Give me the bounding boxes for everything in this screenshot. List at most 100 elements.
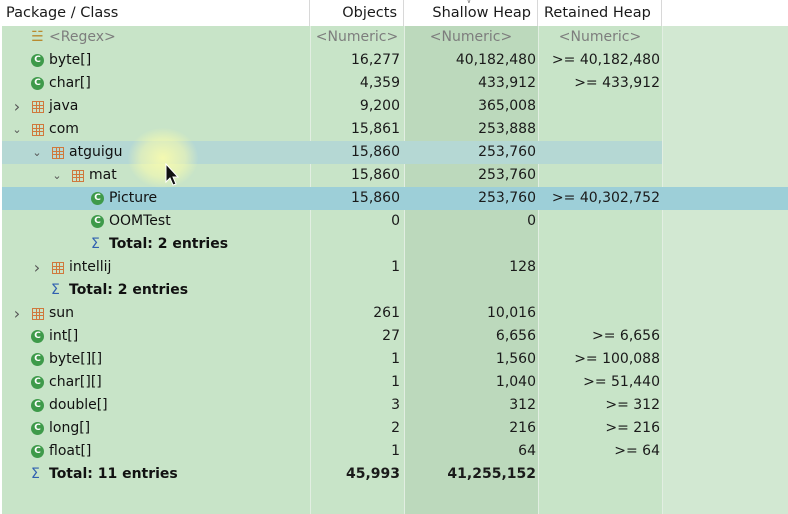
- table-row[interactable]: int[] 27 6,656 >= 6,656: [2, 325, 662, 348]
- regex-filter-icon: ☱: [31, 29, 44, 45]
- table-row[interactable]: float[] 1 64 >= 64: [2, 440, 662, 463]
- table-row[interactable]: Σ Total: 2 entries: [2, 233, 662, 256]
- retained-heap-value: >= 6,656: [592, 328, 660, 344]
- cursor-highlight: [128, 128, 198, 188]
- shallow-heap-value: [404, 233, 536, 256]
- row-name: mat: [89, 167, 117, 183]
- column-divider: [404, 26, 405, 514]
- class-icon: [31, 399, 44, 412]
- retained-heap-value: >= 216: [605, 420, 660, 436]
- table-row[interactable]: byte[][] 1 1,560 >= 100,088: [2, 348, 662, 371]
- row-name: byte[][]: [49, 351, 103, 367]
- table-row[interactable]: ⌄ atguigu 15,860 253,760: [2, 141, 662, 164]
- regex-filter-input[interactable]: <Regex>: [49, 29, 116, 45]
- shallow-heap-value: 253,888: [478, 121, 536, 137]
- row-name: atguigu: [69, 144, 123, 160]
- sum-icon: Σ: [31, 466, 40, 482]
- retained-heap-value: [538, 118, 660, 141]
- table-row[interactable]: › sun 261 10,016: [2, 302, 662, 325]
- collapse-arrow-icon[interactable]: ›: [13, 304, 21, 323]
- total-label: Total: 11 entries: [49, 466, 178, 482]
- table-row[interactable]: ☱ <Regex> <Numeric> <Numeric> <Numeric>: [2, 26, 662, 49]
- column-header-objects-label: Objects: [342, 5, 397, 21]
- table-row[interactable]: Σ Total: 2 entries: [2, 279, 662, 302]
- shallow-heap-value: 0: [527, 213, 536, 229]
- retained-heap-value: >= 433,912: [574, 75, 660, 91]
- table-row[interactable]: ⌄ com 15,861 253,888: [2, 118, 662, 141]
- class-icon: [31, 445, 44, 458]
- class-icon: [31, 422, 44, 435]
- class-icon: [91, 215, 104, 228]
- shallow-heap-value: 10,016: [487, 305, 536, 321]
- retained-heap-value: [538, 279, 660, 302]
- objects-value: 9,200: [359, 98, 400, 114]
- table-row[interactable]: char[][] 1 1,040 >= 51,440: [2, 371, 662, 394]
- retained-heap-value: >= 312: [605, 397, 660, 413]
- row-name: sun: [49, 305, 75, 321]
- objects-value: 0: [391, 213, 400, 229]
- collapse-arrow-icon[interactable]: ›: [33, 258, 41, 277]
- row-name: double[]: [49, 397, 108, 413]
- table-row[interactable]: long[] 2 216 >= 216: [2, 417, 662, 440]
- retained-heap-value: [538, 302, 660, 325]
- column-header-shallow-label: Shallow Heap: [432, 5, 531, 21]
- table-row[interactable]: Picture 15,860 253,760 >= 40,302,752: [2, 187, 788, 210]
- column-header-retained-heap[interactable]: Retained Heap: [538, 0, 662, 26]
- row-name: OOMTest: [109, 213, 171, 229]
- table-row[interactable]: double[] 3 312 >= 312: [2, 394, 662, 417]
- row-name: byte[]: [49, 52, 92, 68]
- package-icon: [51, 146, 64, 159]
- class-icon: [31, 54, 44, 67]
- shallow-heap-value: 433,912: [478, 75, 536, 91]
- column-header-retained-label: Retained Heap: [544, 5, 651, 21]
- column-header-shallow-heap[interactable]: Shallow Heap: [404, 0, 538, 26]
- retained-heap-value: [538, 463, 660, 486]
- shallow-heap-value: 216: [509, 420, 536, 436]
- class-icon: [31, 330, 44, 343]
- retained-heap-value: [538, 210, 660, 233]
- retained-heap-value: >= 100,088: [574, 351, 660, 367]
- shallow-heap-value: 1,040: [495, 374, 536, 390]
- objects-value: 4,359: [359, 75, 400, 91]
- sort-indicator-icon: ∨: [466, 0, 472, 5]
- objects-value: 1: [391, 374, 400, 390]
- table-row[interactable]: › java 9,200 365,008: [2, 95, 662, 118]
- class-icon: [31, 376, 44, 389]
- package-icon: [71, 169, 84, 182]
- shallow-heap-value: 253,760: [478, 144, 536, 160]
- table-row[interactable]: OOMTest 0 0: [2, 210, 662, 233]
- objects-filter[interactable]: <Numeric>: [315, 29, 399, 45]
- table-row[interactable]: byte[] 16,277 40,182,480 >= 40,182,480: [2, 49, 662, 72]
- retained-heap-value: >= 40,182,480: [551, 52, 660, 68]
- objects-value: 15,860: [351, 167, 400, 183]
- objects-value: 1: [391, 259, 400, 275]
- shallow-heap-value: 40,182,480: [455, 52, 536, 68]
- retained-heap-value: [538, 233, 660, 256]
- shallow-heap-value: 312: [509, 397, 536, 413]
- objects-value: 1: [391, 443, 400, 459]
- expand-arrow-icon[interactable]: ⌄: [32, 146, 42, 159]
- row-name: char[][]: [49, 374, 102, 390]
- retained-heap-value: [538, 164, 660, 187]
- table-row[interactable]: char[] 4,359 433,912 >= 433,912: [2, 72, 662, 95]
- shallow-heap-value: 64: [518, 443, 536, 459]
- total-label: Total: 2 entries: [69, 282, 189, 298]
- table-row[interactable]: ⌄ mat 15,860 253,760: [2, 164, 662, 187]
- collapse-arrow-icon[interactable]: ›: [13, 97, 21, 116]
- expand-arrow-icon[interactable]: ⌄: [52, 169, 62, 182]
- shallow-heap-filter[interactable]: <Numeric>: [429, 29, 513, 45]
- histogram-table: ☱ <Regex> <Numeric> <Numeric> <Numeric> byte[…: [2, 26, 788, 514]
- column-header-objects[interactable]: Objects: [310, 0, 404, 26]
- table-row[interactable]: › intellij 1 128: [2, 256, 662, 279]
- shallow-heap-value: 6,656: [495, 328, 536, 344]
- shallow-heap-value: 253,760: [478, 167, 536, 183]
- column-header-package[interactable]: Package / Class: [0, 0, 310, 26]
- table-row[interactable]: Σ Total: 11 entries 45,993 41,255,152: [2, 463, 662, 486]
- retained-heap-value: [538, 95, 660, 118]
- retained-heap-filter[interactable]: <Numeric>: [558, 29, 642, 45]
- row-name: long[]: [49, 420, 91, 436]
- objects-value: 16,277: [351, 52, 400, 68]
- sum-icon: Σ: [51, 282, 60, 298]
- table-header: Package / Class Objects Shallow Heap ∨ R…: [0, 0, 788, 26]
- expand-arrow-icon[interactable]: ⌄: [12, 123, 22, 136]
